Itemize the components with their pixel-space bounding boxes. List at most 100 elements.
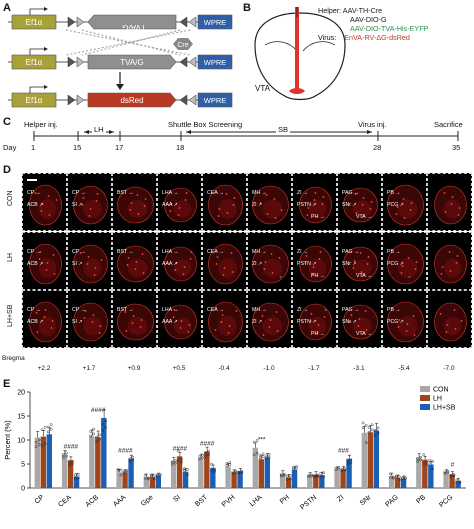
- labeled-cell: [100, 259, 103, 261]
- data-point: [313, 474, 316, 478]
- region-label: PSTN ↗: [297, 202, 317, 208]
- histology-slice: LHA → AAA ↗: [157, 290, 202, 348]
- panel-label-c: C: [3, 116, 11, 128]
- labeled-cell: [233, 197, 236, 199]
- cre-hexagon: [173, 38, 193, 50]
- labeled-cell: [235, 310, 238, 312]
- bregma-value: -5.4: [398, 365, 410, 372]
- labeled-cell: [136, 194, 139, 196]
- labeled-cell: [445, 331, 448, 333]
- data-point: [92, 432, 95, 436]
- data-point: [373, 434, 377, 437]
- data-point: [68, 461, 71, 464]
- labeled-cell: [398, 319, 401, 321]
- region-label: MH →: [252, 307, 267, 313]
- labeled-cell: [189, 258, 192, 260]
- vta-label: VTA: [255, 84, 270, 93]
- histology-slice: PB → PCG ↗: [382, 232, 427, 290]
- data-point: [267, 453, 271, 456]
- data-point: [116, 467, 120, 471]
- data-point: [204, 455, 207, 458]
- region-label: ZI →: [297, 307, 309, 313]
- region-label: MH →: [252, 249, 267, 255]
- loxp-triangle: [188, 94, 197, 106]
- significance-mark: ####: [200, 441, 215, 448]
- region-label: SI ↗: [72, 319, 83, 325]
- region-label: PAG →: [342, 249, 360, 255]
- labeled-cell: [129, 209, 132, 211]
- data-point: [149, 473, 153, 477]
- labeled-cell: [177, 214, 180, 216]
- labeled-cell: [353, 260, 356, 262]
- bar-lh-sb: [237, 471, 243, 488]
- labeled-cell: [132, 315, 135, 317]
- legend-label: CON: [433, 387, 449, 394]
- data-point: [404, 477, 407, 480]
- brain-slice-outline: [252, 185, 289, 225]
- histology-slice: LHA → AAA ↗: [157, 232, 202, 290]
- data-point: [158, 473, 162, 476]
- region-label: CP →: [27, 307, 41, 313]
- data-point: [125, 469, 129, 472]
- data-point: [171, 460, 174, 464]
- data-point: [280, 474, 283, 478]
- data-point: [349, 458, 353, 462]
- data-point: [68, 463, 71, 467]
- data-point: [349, 461, 353, 464]
- data-point: [376, 426, 380, 430]
- labeled-cell: [454, 328, 457, 330]
- data-point: [122, 471, 126, 474]
- data-point: [177, 449, 180, 452]
- bar-lh-sb: [319, 475, 325, 488]
- data-point: [37, 438, 41, 442]
- labeled-cell: [182, 273, 185, 275]
- data-point: [334, 468, 338, 472]
- data-point: [289, 477, 292, 481]
- data-point: [131, 456, 135, 459]
- labeled-cell: [139, 326, 142, 328]
- labeled-cell: [86, 263, 89, 265]
- x-tick-label: ZI: [336, 494, 345, 503]
- histology-slice: BST →: [112, 290, 157, 348]
- panel-label-a: A: [3, 2, 11, 14]
- region-label: PB →: [387, 190, 401, 196]
- labeled-cell: [313, 199, 316, 201]
- data-point: [95, 440, 98, 444]
- labeled-cell: [410, 202, 413, 204]
- slice-core: [397, 199, 418, 219]
- data-point: [77, 473, 80, 476]
- virus-prefix: Virus:: [318, 33, 337, 42]
- labeled-cell: [185, 192, 188, 194]
- data-point: [65, 451, 68, 455]
- panel-label-e: E: [3, 378, 11, 390]
- data-point: [289, 474, 292, 477]
- region-label: PAG →: [342, 190, 360, 196]
- labeled-cell: [279, 276, 282, 278]
- bar-con: [225, 466, 231, 488]
- x-tick-label: CP: [34, 494, 46, 506]
- region-label: VTA →: [356, 214, 373, 220]
- bar-lh-sb: [400, 478, 407, 488]
- labeled-cell: [215, 263, 218, 265]
- data-point: [361, 421, 365, 425]
- data-point: [419, 458, 422, 462]
- bar-lh: [394, 477, 401, 488]
- data-point: [149, 474, 153, 478]
- labeled-cell: [184, 199, 187, 201]
- bar-lh: [95, 437, 101, 488]
- data-point: [455, 480, 459, 484]
- bar-con: [170, 460, 177, 488]
- data-point: [71, 462, 74, 466]
- labeled-cell: [126, 264, 129, 266]
- labeled-cell: [264, 261, 267, 263]
- region-label: CP →: [27, 249, 41, 255]
- region-label: PCG ↗: [387, 261, 405, 267]
- promoter-box: [11, 92, 57, 108]
- labeled-cell: [218, 208, 221, 210]
- panel-label-b: B: [243, 2, 251, 14]
- loxp-triangle: [67, 94, 76, 106]
- bar-con: [334, 469, 340, 488]
- labeled-cell: [183, 266, 186, 268]
- labeled-cell: [143, 205, 146, 207]
- brain-slice-outline: [434, 185, 467, 225]
